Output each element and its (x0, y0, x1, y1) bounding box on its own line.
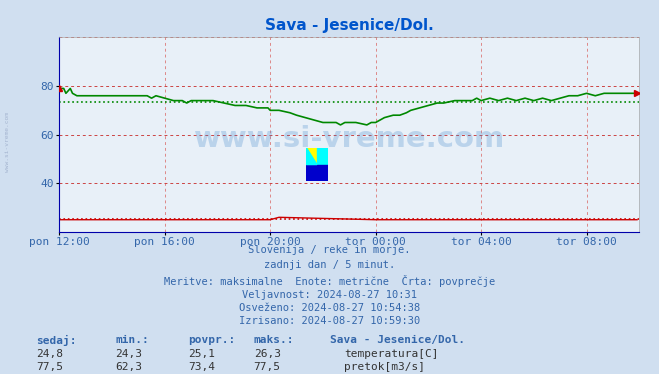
Text: 77,5: 77,5 (36, 362, 63, 372)
Text: www.si-vreme.com: www.si-vreme.com (5, 112, 11, 172)
Text: Veljavnost: 2024-08-27 10:31: Veljavnost: 2024-08-27 10:31 (242, 290, 417, 300)
Text: 77,5: 77,5 (254, 362, 281, 372)
Text: Slovenija / reke in morje.: Slovenija / reke in morje. (248, 245, 411, 255)
Text: min.:: min.: (115, 335, 149, 345)
Bar (317, 148, 328, 165)
Text: maks.:: maks.: (254, 335, 294, 345)
Text: povpr.:: povpr.: (188, 335, 235, 345)
Text: www.si-vreme.com: www.si-vreme.com (194, 125, 505, 153)
Text: 26,3: 26,3 (254, 349, 281, 359)
Text: 25,1: 25,1 (188, 349, 215, 359)
Text: Meritve: maksimalne  Enote: metrične  Črta: povprečje: Meritve: maksimalne Enote: metrične Črta… (164, 275, 495, 287)
Text: 73,4: 73,4 (188, 362, 215, 372)
Text: Sava - Jesenice/Dol.: Sava - Jesenice/Dol. (330, 335, 465, 345)
Text: Izrisano: 2024-08-27 10:59:30: Izrisano: 2024-08-27 10:59:30 (239, 316, 420, 326)
Bar (306, 148, 317, 165)
Title: Sava - Jesenice/Dol.: Sava - Jesenice/Dol. (265, 18, 434, 33)
Text: zadnji dan / 5 minut.: zadnji dan / 5 minut. (264, 260, 395, 270)
Bar (306, 165, 328, 181)
Text: 24,3: 24,3 (115, 349, 142, 359)
Text: temperatura[C]: temperatura[C] (344, 349, 438, 359)
Text: Osveženo: 2024-08-27 10:54:38: Osveženo: 2024-08-27 10:54:38 (239, 303, 420, 313)
Text: pretok[m3/s]: pretok[m3/s] (344, 362, 425, 372)
Text: sedaj:: sedaj: (36, 335, 76, 346)
Text: 62,3: 62,3 (115, 362, 142, 372)
Text: 24,8: 24,8 (36, 349, 63, 359)
Polygon shape (306, 148, 317, 165)
